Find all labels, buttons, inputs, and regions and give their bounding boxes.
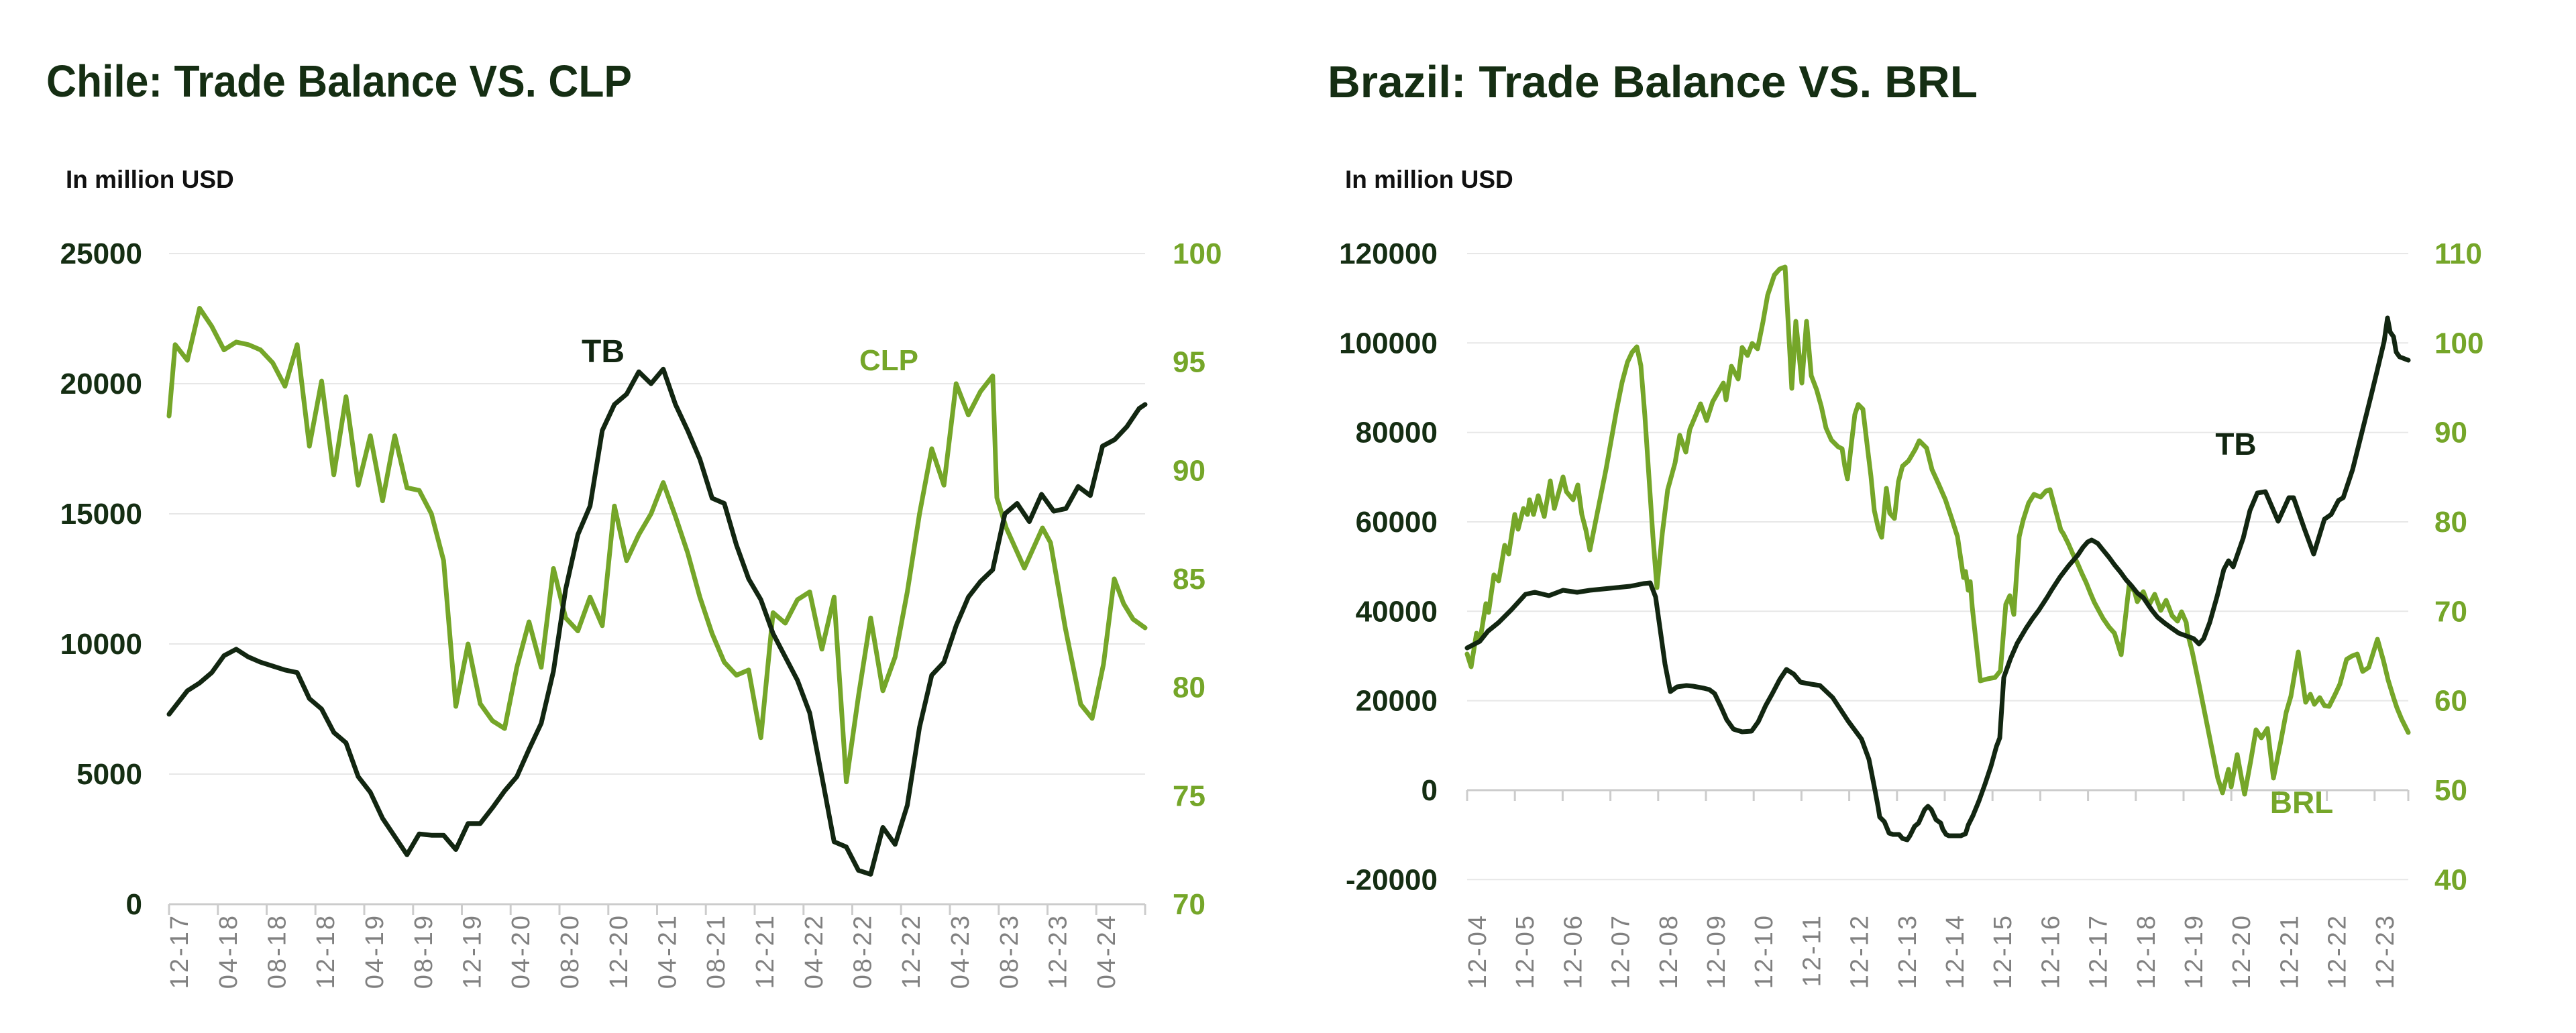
svg-text:40000: 40000 <box>1356 595 1438 628</box>
svg-text:08-21: 08-21 <box>702 914 731 989</box>
svg-text:BRL: BRL <box>2270 785 2334 820</box>
svg-text:Chile: Trade Balance VS. CLP: Chile: Trade Balance VS. CLP <box>46 56 632 107</box>
svg-text:04-20: 04-20 <box>507 914 535 989</box>
svg-text:120000: 120000 <box>1339 237 1438 270</box>
svg-text:12-13: 12-13 <box>1894 914 1922 989</box>
svg-text:100: 100 <box>1173 237 1222 270</box>
svg-text:80: 80 <box>1173 671 1205 704</box>
svg-text:25000: 25000 <box>60 237 142 270</box>
svg-text:12-19: 12-19 <box>2180 914 2208 989</box>
svg-text:12-22: 12-22 <box>2324 914 2352 989</box>
svg-text:12-15: 12-15 <box>1989 914 2017 989</box>
svg-text:TB: TB <box>2215 427 2256 461</box>
svg-text:10000: 10000 <box>60 628 142 661</box>
svg-text:12-05: 12-05 <box>1511 914 1540 989</box>
svg-text:80: 80 <box>2434 506 2467 539</box>
svg-text:12-04: 12-04 <box>1464 914 1492 989</box>
svg-text:12-07: 12-07 <box>1607 914 1635 989</box>
svg-text:50: 50 <box>2434 774 2467 807</box>
svg-text:0: 0 <box>126 888 142 921</box>
svg-text:110: 110 <box>2434 237 2482 270</box>
svg-text:04-23: 04-23 <box>947 914 975 989</box>
svg-text:12-23: 12-23 <box>2371 914 2400 989</box>
svg-text:In million USD: In million USD <box>1345 166 1513 193</box>
svg-text:TB: TB <box>582 334 625 370</box>
svg-text:CLP: CLP <box>859 344 918 377</box>
svg-text:0: 0 <box>1421 774 1438 807</box>
svg-text:85: 85 <box>1173 563 1205 596</box>
svg-text:08-23: 08-23 <box>996 914 1024 989</box>
svg-text:80000: 80000 <box>1356 417 1438 449</box>
svg-text:12-14: 12-14 <box>1941 914 1970 989</box>
svg-text:12-18: 12-18 <box>2133 914 2161 989</box>
svg-text:12-11: 12-11 <box>1798 914 1826 987</box>
svg-text:12-20: 12-20 <box>2228 914 2256 989</box>
svg-text:08-22: 08-22 <box>849 914 877 989</box>
svg-text:60: 60 <box>2434 685 2467 718</box>
svg-text:12-21: 12-21 <box>751 914 780 989</box>
svg-text:12-17: 12-17 <box>2085 914 2113 989</box>
svg-text:08-20: 08-20 <box>556 914 584 989</box>
svg-text:5000: 5000 <box>76 758 142 791</box>
svg-text:12-08: 12-08 <box>1655 914 1683 989</box>
svg-text:12-06: 12-06 <box>1559 914 1587 989</box>
svg-text:12-12: 12-12 <box>1846 914 1874 989</box>
svg-text:70: 70 <box>1173 888 1205 921</box>
svg-text:04-24: 04-24 <box>1093 914 1121 989</box>
svg-text:12-21: 12-21 <box>2275 914 2304 989</box>
svg-text:Brazil: Trade Balance VS. BRL: Brazil: Trade Balance VS. BRL <box>1328 57 1978 107</box>
svg-text:20000: 20000 <box>60 368 142 400</box>
svg-text:15000: 15000 <box>60 498 142 531</box>
svg-text:60000: 60000 <box>1356 506 1438 539</box>
svg-text:90: 90 <box>2434 417 2467 449</box>
svg-text:12-09: 12-09 <box>1703 914 1731 989</box>
svg-text:20000: 20000 <box>1356 685 1438 718</box>
svg-text:12-23: 12-23 <box>1044 914 1073 989</box>
svg-text:-20000: -20000 <box>1346 863 1438 896</box>
svg-text:08-19: 08-19 <box>410 914 438 989</box>
svg-text:08-18: 08-18 <box>264 914 292 989</box>
svg-text:12-10: 12-10 <box>1750 914 1778 989</box>
svg-text:12-17: 12-17 <box>166 914 194 989</box>
svg-text:12-18: 12-18 <box>312 914 340 989</box>
svg-text:12-22: 12-22 <box>898 914 926 989</box>
svg-text:100000: 100000 <box>1339 327 1438 360</box>
svg-text:04-21: 04-21 <box>654 914 682 989</box>
svg-text:70: 70 <box>2434 595 2467 628</box>
svg-text:12-16: 12-16 <box>2037 914 2065 989</box>
svg-text:04-18: 04-18 <box>215 914 243 989</box>
svg-text:04-19: 04-19 <box>361 914 389 989</box>
svg-text:95: 95 <box>1173 346 1205 379</box>
svg-text:90: 90 <box>1173 454 1205 487</box>
svg-text:75: 75 <box>1173 779 1205 812</box>
svg-text:40: 40 <box>2434 863 2467 896</box>
svg-text:12-20: 12-20 <box>605 914 633 989</box>
svg-text:12-19: 12-19 <box>459 914 487 989</box>
svg-text:04-22: 04-22 <box>800 914 828 989</box>
svg-text:100: 100 <box>2434 327 2483 360</box>
svg-text:In million USD: In million USD <box>66 166 234 193</box>
